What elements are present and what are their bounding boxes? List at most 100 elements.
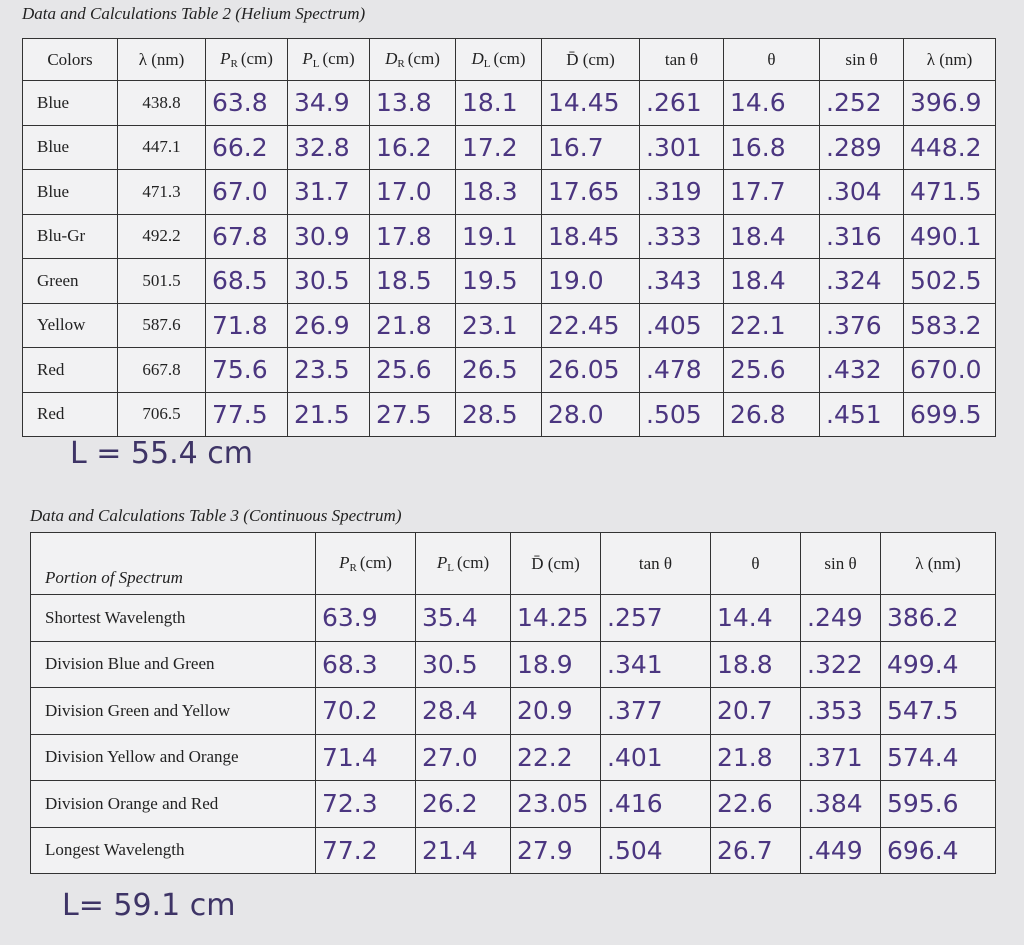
cell: 23.05	[510, 780, 601, 828]
cell: 21.4	[415, 826, 511, 874]
data-row: Green 501.5 68.5 30.5 18.5 19.5 19.0.343 18.4.3…	[22, 258, 996, 304]
row-label: Yellow	[22, 302, 118, 348]
cell: 396.9	[903, 80, 996, 126]
row-label: Blue	[22, 169, 118, 215]
cell: 492.2	[117, 213, 206, 259]
header-unit: (cm)	[322, 49, 355, 68]
header-unit: (cm)	[407, 49, 440, 68]
cell: 35.4	[415, 594, 511, 642]
row-label: Green	[22, 258, 118, 304]
cell: 21.5	[287, 391, 370, 437]
header-symbol: P	[339, 553, 350, 572]
helium-table: Colors λ (nm) PR (cm) PL (cm) DR (cm) DL (cm) D̄ (…	[22, 38, 996, 437]
cell: 20.9	[510, 687, 601, 735]
header-subscript: R	[397, 58, 405, 70]
cell: 70.2	[315, 687, 416, 735]
header-cell: tan θ	[639, 38, 724, 81]
cell: .504	[600, 826, 711, 874]
cell: 66.2	[205, 124, 288, 170]
cell: 67.8	[205, 213, 288, 259]
cell: 18.4	[723, 258, 820, 304]
header-unit: (cm)	[457, 553, 490, 572]
cell: .384	[800, 780, 881, 828]
data-row: Blue 471.3 67.0 31.7 17.0 18.3 17.65.319 17.7.3…	[22, 169, 996, 215]
cell: .341	[600, 640, 711, 688]
header-subscript: L	[483, 58, 491, 70]
row-label: Red	[22, 347, 118, 393]
cell: 471.5	[903, 169, 996, 215]
header-cell: D̄ (cm)	[541, 38, 640, 81]
cell: 77.5	[205, 391, 288, 437]
cell: 72.3	[315, 780, 416, 828]
cell: .289	[819, 124, 904, 170]
cell: 18.45	[541, 213, 640, 259]
data-row: Yellow 587.6 71.8 26.9 21.8 23.1 22.45.405 22.1…	[22, 302, 996, 348]
header-symbol: P	[302, 49, 313, 68]
header-unit: (cm)	[493, 49, 526, 68]
cell: 19.5	[455, 258, 542, 304]
cell: 499.4	[880, 640, 996, 688]
cell: 17.8	[369, 213, 456, 259]
data-row: Red 706.5 77.5 21.5 27.5 28.5 28.0.505 26.8.451…	[22, 391, 996, 437]
continuous-table: Portion of Spectrum PR (cm) PL (cm) D̄ (cm) ta…	[30, 532, 996, 874]
cell: 34.9	[287, 80, 370, 126]
cell: 77.2	[315, 826, 416, 874]
cell: 63.8	[205, 80, 288, 126]
row-label: Division Blue and Green	[30, 640, 316, 688]
header-cell: tan θ	[600, 532, 711, 595]
cell: 18.8	[710, 640, 801, 688]
cell: 22.45	[541, 302, 640, 348]
cell: .371	[800, 733, 881, 781]
header-subscript: L	[312, 58, 320, 70]
cell: 547.5	[880, 687, 996, 735]
cell: 18.4	[723, 213, 820, 259]
row-label: Red	[22, 391, 118, 437]
header-symbol: P	[220, 49, 231, 68]
cell: 17.2	[455, 124, 542, 170]
cell: 699.5	[903, 391, 996, 437]
cell: 19.0	[541, 258, 640, 304]
cell: .353	[800, 687, 881, 735]
cell: .449	[800, 826, 881, 874]
cell: 501.5	[117, 258, 206, 304]
cell: .376	[819, 302, 904, 348]
cell: 75.6	[205, 347, 288, 393]
cell: .333	[639, 213, 724, 259]
row-label: Blue	[22, 124, 118, 170]
cell: 447.1	[117, 124, 206, 170]
cell: .319	[639, 169, 724, 215]
cell: .257	[600, 594, 711, 642]
cell: 13.8	[369, 80, 456, 126]
header-unit: (cm)	[359, 553, 392, 572]
header-row: Colors λ (nm) PR (cm) PL (cm) DR (cm) DL (cm) D̄ (…	[22, 38, 996, 81]
cell: 19.1	[455, 213, 542, 259]
data-row: Division Green and Yellow 70.2 28.4 20.9.37…	[30, 687, 996, 735]
cell: 18.5	[369, 258, 456, 304]
cell: 68.3	[315, 640, 416, 688]
cell: .405	[639, 302, 724, 348]
row-label: Longest Wavelength	[30, 826, 316, 874]
cell: 667.8	[117, 347, 206, 393]
cell: 20.7	[710, 687, 801, 735]
cell: 471.3	[117, 169, 206, 215]
cell: 595.6	[880, 780, 996, 828]
cell: 14.4	[710, 594, 801, 642]
cell: .322	[800, 640, 881, 688]
header-cell: DL (cm)	[455, 38, 542, 81]
cell: 583.2	[903, 302, 996, 348]
cell: 16.7	[541, 124, 640, 170]
header-cell: Portion of Spectrum	[30, 532, 316, 595]
table-title: Data and Calculations Table 2 (Helium Sp…	[22, 4, 366, 23]
cell: .304	[819, 169, 904, 215]
row-label: Blue	[22, 80, 118, 126]
cell: .261	[639, 80, 724, 126]
cell: 14.25	[510, 594, 601, 642]
cell: 26.8	[723, 391, 820, 437]
cell: 18.1	[455, 80, 542, 126]
cell: 26.7	[710, 826, 801, 874]
cell: 17.65	[541, 169, 640, 215]
cell: 16.2	[369, 124, 456, 170]
cell: 14.6	[723, 80, 820, 126]
cell: 18.3	[455, 169, 542, 215]
data-row: Division Blue and Green 68.3 30.5 18.9.341 1…	[30, 640, 996, 688]
